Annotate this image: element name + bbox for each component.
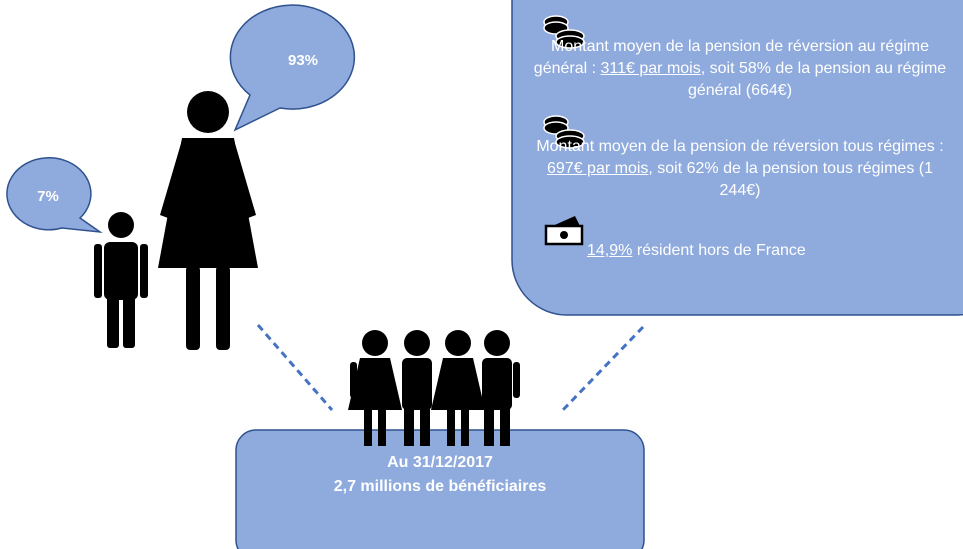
info-item: 14,9% résident hors de France (587, 240, 806, 262)
info-text: , soit 58% de la pension au régime génér… (687, 60, 947, 99)
info-text: Montant moyen de la pension de réversion… (536, 138, 944, 155)
bubble-label: 7% (37, 188, 59, 205)
coins-icon (543, 15, 585, 49)
summary-box (235, 429, 645, 549)
info-item: Montant moyen de la pension de réversion… (530, 136, 950, 202)
banknote-icon (544, 216, 584, 246)
connector (559, 325, 645, 414)
summary-count: 2,7 millions de bénéficiaires (333, 478, 547, 495)
highlight-text: 14,9% (587, 242, 633, 259)
bubble-label: 93% (287, 52, 319, 69)
highlight-text: 311€ par mois (600, 60, 701, 77)
group-icon (348, 330, 520, 446)
info-text: Montant moyen de la pension de réversion… (533, 38, 929, 77)
info-box (511, 0, 963, 316)
info-item: Montant moyen de la pension de réversion… (530, 36, 950, 102)
bubble-7 (6, 157, 103, 234)
child-icon (94, 212, 148, 348)
woman-icon (158, 91, 258, 350)
summary-date: Au 31/12/2017 (387, 454, 493, 471)
connector (256, 324, 334, 411)
info-text: résident hors de France (632, 242, 806, 259)
bubble-93 (229, 4, 356, 132)
coins-icon (543, 115, 585, 149)
info-text: , soit 62% de la pension tous régimes (1… (648, 160, 933, 199)
highlight-text: 697€ par mois (547, 160, 649, 177)
